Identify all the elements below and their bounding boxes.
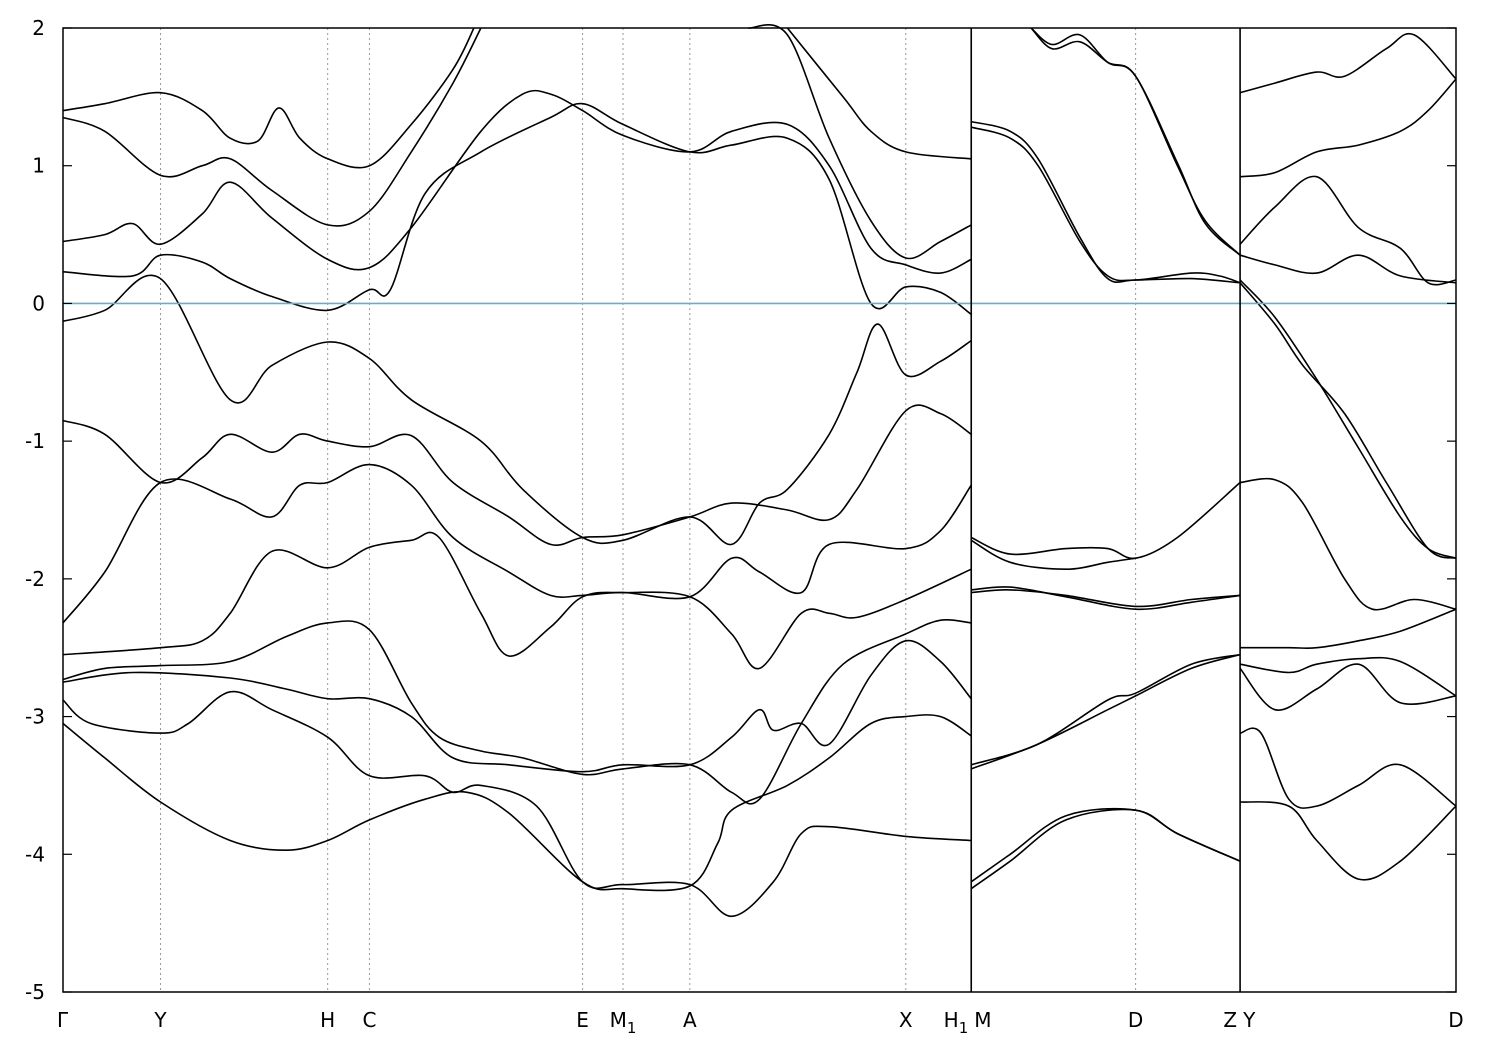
kpoint-label: D <box>1448 1008 1463 1032</box>
band-line <box>971 586 1241 611</box>
kpoint-label: M <box>974 1008 991 1032</box>
kpoint-label: H1 <box>944 1008 969 1037</box>
band-line <box>970 807 1241 883</box>
band-line <box>971 589 1241 608</box>
kpoint-label: A <box>683 1008 697 1032</box>
y-tick-label: -3 <box>25 705 45 729</box>
x-axis-kpoint-labels: Γ Y H C E M1 A X H1 M D Z Y D <box>57 1008 1464 1037</box>
band-line <box>1239 254 1457 284</box>
kpoint-label: Y <box>153 1008 167 1032</box>
y-tick-label: -1 <box>25 429 45 453</box>
band-line <box>1239 727 1457 809</box>
band-line <box>62 274 972 546</box>
band-line <box>62 714 972 892</box>
kpoint-label: Γ <box>57 1008 69 1032</box>
y-tick-label: -5 <box>25 980 45 1004</box>
band-line <box>970 120 1241 284</box>
band-line <box>1239 656 1457 697</box>
band-line <box>62 618 972 805</box>
band-line <box>62 463 972 670</box>
band-line <box>1239 282 1457 559</box>
band-lines <box>62 24 1457 918</box>
band-line <box>62 404 972 546</box>
kpoint-label: D <box>1128 1008 1143 1032</box>
band-line <box>1240 78 1457 178</box>
y-tick-label: 2 <box>32 16 45 40</box>
y-axis-ticks: 2 1 0 -1 -2 -3 -4 -5 <box>25 16 1456 1004</box>
band-line <box>1240 477 1457 611</box>
band-line <box>62 27 475 169</box>
kpoint-label: C <box>362 1008 376 1032</box>
band-line <box>970 126 1241 284</box>
band-line <box>1030 27 1241 256</box>
band-line <box>786 27 972 160</box>
y-tick-label: -2 <box>25 567 45 591</box>
y-tick-label: 0 <box>32 291 45 315</box>
band-line <box>970 808 1241 890</box>
band-line <box>1030 27 1241 256</box>
kpoint-label: X <box>899 1008 913 1032</box>
band-line <box>970 481 1241 560</box>
band-line <box>62 484 972 657</box>
band-line <box>748 24 972 260</box>
band-line <box>970 653 1241 770</box>
band-line <box>970 653 1241 766</box>
band-line <box>970 539 1136 571</box>
y-tick-label: 1 <box>32 154 45 178</box>
band-line <box>1239 32 1457 94</box>
kpoint-label: Z <box>1223 1008 1237 1032</box>
band-line <box>62 89 972 274</box>
kpoint-label: E <box>576 1008 589 1032</box>
plot-frame <box>62 27 1457 993</box>
kpoint-label: H <box>320 1008 335 1032</box>
y-tick-label: -4 <box>25 842 45 866</box>
band-line <box>1240 608 1457 650</box>
kpoint-label: M1 <box>610 1008 637 1037</box>
segment-break-lines <box>970 28 1241 992</box>
band-line <box>62 639 972 773</box>
band-line <box>62 102 972 316</box>
band-line <box>62 27 482 227</box>
kpoint-gridlines <box>160 28 1241 992</box>
band-line <box>1239 663 1457 711</box>
kpoint-label: Y <box>1242 1008 1256 1032</box>
band-line <box>1239 175 1457 286</box>
band-line <box>62 690 972 918</box>
band-line <box>1240 801 1457 881</box>
